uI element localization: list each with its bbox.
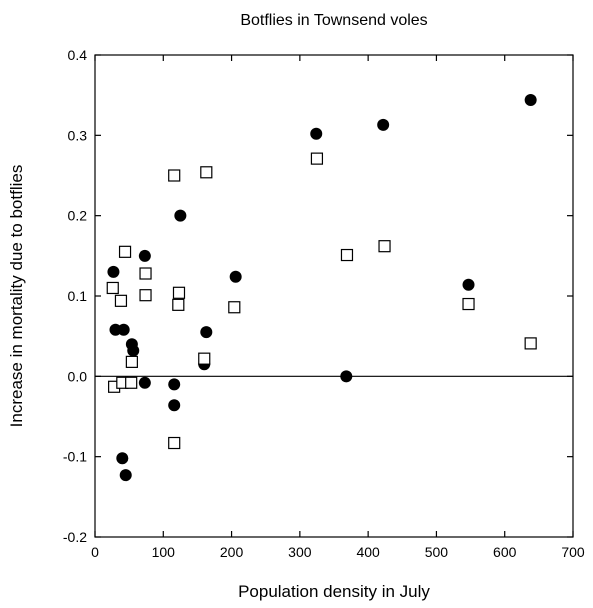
open-square-point — [172, 286, 186, 299]
filled-circle-point — [462, 278, 475, 291]
x-tick-label: 200 — [220, 544, 244, 560]
data-points — [106, 93, 537, 482]
filled-circle-point — [168, 378, 181, 391]
open-square-point — [228, 301, 241, 314]
filled-circle-point — [127, 344, 140, 357]
plot-frame — [94, 54, 574, 538]
y-tick-label: -0.1 — [63, 449, 87, 465]
open-square-point — [340, 248, 354, 262]
open-square-point — [168, 169, 181, 182]
filled-circle-point — [138, 376, 151, 389]
filled-circle-point — [117, 323, 130, 336]
filled-circle-point — [168, 399, 181, 412]
y-tick-label: 0.4 — [68, 47, 88, 63]
x-tick-label: 500 — [425, 544, 449, 560]
open-square-point — [114, 294, 128, 307]
filled-circle-point — [174, 209, 187, 222]
open-square-point — [198, 352, 211, 365]
x-tick-label: 300 — [288, 544, 312, 560]
filled-circle-point — [340, 370, 353, 383]
open-square-point — [462, 297, 475, 311]
open-square-point — [172, 298, 185, 311]
open-square-point — [139, 289, 152, 302]
filled-circle-point — [310, 127, 323, 140]
y-tick-label: 0.0 — [68, 368, 88, 384]
filled-circle-point — [116, 452, 129, 465]
y-tick-label: 0.3 — [68, 127, 88, 143]
open-square-point — [139, 267, 152, 280]
open-square-point — [125, 376, 138, 389]
x-tick-label: 400 — [356, 544, 380, 560]
x-axis-ticks: 0 100 200 300 400 500 600 700 — [91, 55, 585, 560]
x-axis-label: Population density in July — [238, 582, 430, 601]
open-square-point — [524, 337, 537, 350]
filled-circle-point — [229, 270, 242, 283]
x-tick-label: 600 — [493, 544, 517, 560]
open-square-point — [125, 355, 138, 368]
open-square-point — [200, 166, 213, 179]
filled-circle-point — [377, 118, 390, 131]
open-square-point — [378, 240, 391, 253]
filled-circle-point — [524, 93, 537, 106]
y-axis-label: Increase in mortality due to botflies — [7, 165, 26, 428]
y-tick-label: -0.2 — [63, 529, 87, 545]
filled-circle-point — [138, 249, 151, 262]
y-axis-ticks: -0.2 -0.1 0.0 0.1 0.2 0.3 0.4 — [63, 47, 573, 545]
chart-title: Botflies in Townsend voles — [240, 12, 427, 29]
y-tick-label: 0.1 — [68, 288, 88, 304]
y-tick-label: 0.2 — [68, 208, 88, 224]
open-square-point — [118, 245, 132, 258]
open-square-point — [106, 281, 119, 295]
x-tick-label: 700 — [561, 544, 585, 560]
filled-circle-point — [200, 326, 213, 339]
filled-circle-point — [119, 469, 132, 482]
open-square-point — [310, 152, 324, 165]
filled-circle-point — [107, 265, 120, 278]
open-square-point — [168, 436, 181, 450]
x-tick-label: 0 — [91, 544, 99, 560]
x-tick-label: 100 — [152, 544, 176, 560]
